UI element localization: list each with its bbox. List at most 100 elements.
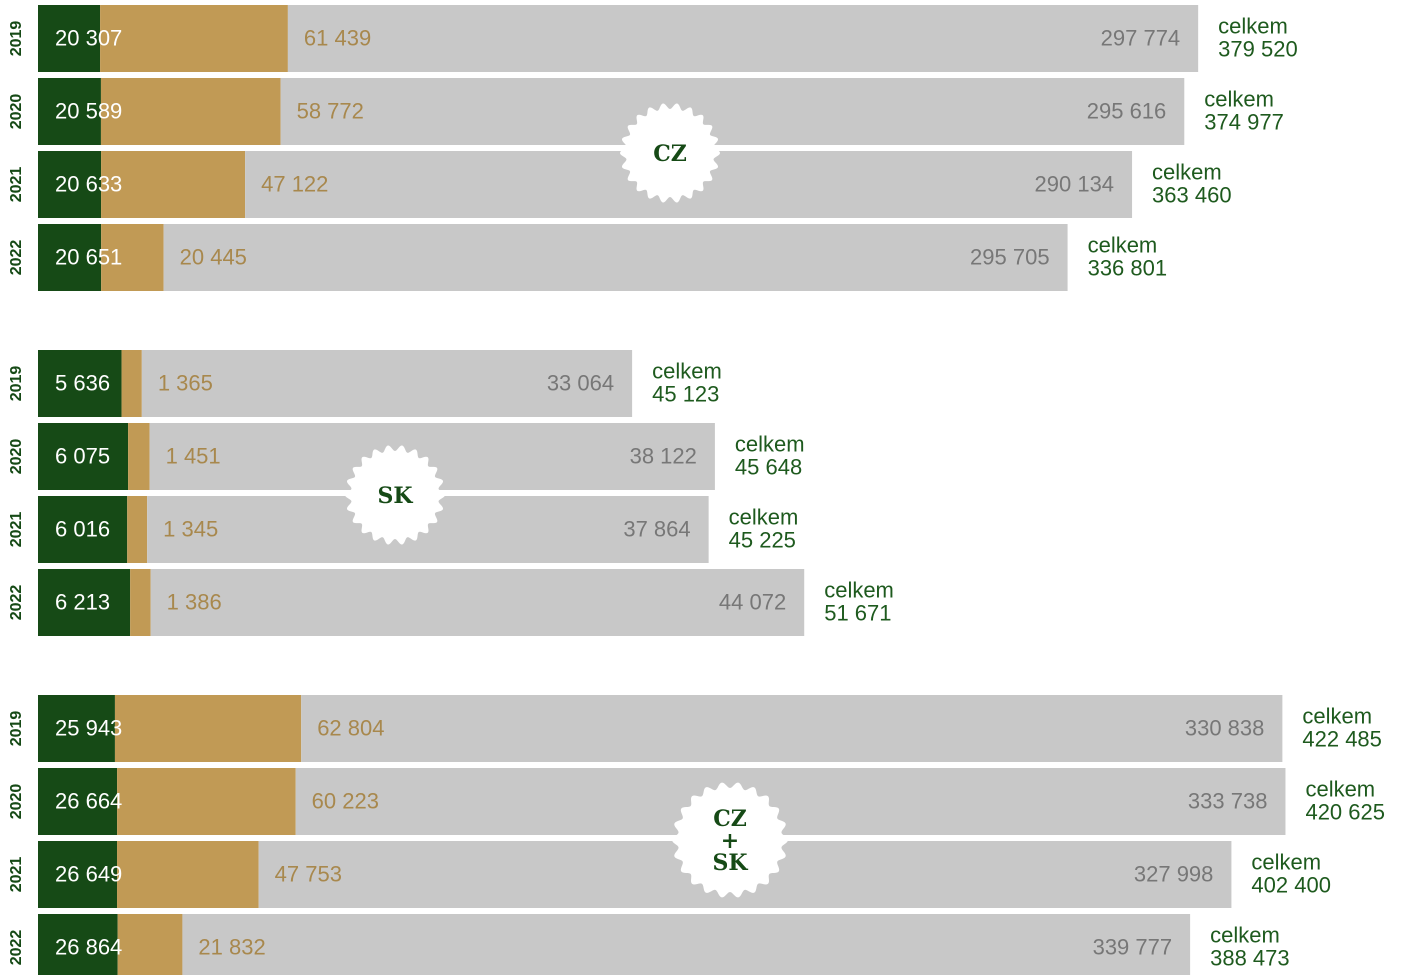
- value-label: 1 386: [167, 589, 222, 614]
- bar-segment: [163, 224, 1068, 291]
- year-label: 2021: [8, 857, 25, 893]
- bar-segment: [114, 695, 302, 762]
- year-label: 2022: [8, 240, 25, 276]
- bar-segment: [117, 914, 183, 975]
- year-label: 2019: [8, 711, 25, 747]
- total-label: 420 625: [1305, 799, 1385, 824]
- value-label: 26 864: [55, 934, 122, 959]
- value-label: 62 804: [317, 715, 384, 740]
- bar-segment: [100, 5, 288, 72]
- bar-segment: [38, 569, 131, 636]
- value-label: 47 122: [261, 171, 328, 196]
- badge-label: CZ: [653, 141, 687, 167]
- total-prefix: celkem: [652, 358, 722, 383]
- badge-label: SK: [377, 483, 413, 509]
- total-prefix: celkem: [1302, 703, 1372, 728]
- total-prefix: celkem: [824, 577, 894, 602]
- total-label: 374 977: [1204, 109, 1284, 134]
- bar-segment: [38, 5, 101, 72]
- year-label: 2022: [8, 930, 25, 966]
- bar-segment: [182, 914, 1191, 975]
- value-label: 339 777: [1093, 934, 1173, 959]
- bar-segment: [117, 841, 259, 908]
- value-label: 38 122: [630, 443, 697, 468]
- bar-segment: [121, 350, 142, 417]
- total-prefix: celkem: [729, 504, 799, 529]
- bar-segment: [141, 350, 633, 417]
- bar-segment: [287, 5, 1199, 72]
- total-prefix: celkem: [1210, 922, 1280, 947]
- year-label: 2021: [8, 167, 25, 203]
- year-label: 2022: [8, 585, 25, 621]
- value-label: 20 633: [55, 171, 122, 196]
- total-label: 336 801: [1088, 255, 1168, 280]
- bar-segment: [100, 78, 281, 145]
- bar-segment: [128, 423, 150, 490]
- badge: [672, 782, 788, 898]
- bar-segment: [295, 768, 1286, 835]
- total-label: 379 520: [1218, 36, 1298, 61]
- value-label: 6 075: [55, 443, 110, 468]
- value-label: 26 664: [55, 788, 122, 813]
- year-label: 2019: [8, 21, 25, 57]
- value-label: 20 307: [55, 25, 122, 50]
- value-label: 295 616: [1087, 98, 1167, 123]
- value-label: 21 832: [198, 934, 265, 959]
- bar-segment: [38, 496, 128, 563]
- total-prefix: celkem: [1088, 232, 1158, 257]
- total-label: 388 473: [1210, 945, 1290, 970]
- value-label: 20 445: [180, 244, 247, 269]
- year-label: 2020: [8, 94, 25, 130]
- value-label: 1 365: [158, 370, 213, 395]
- bar-segment: [38, 78, 101, 145]
- value-label: 1 345: [163, 516, 218, 541]
- value-label: 58 772: [297, 98, 364, 123]
- total-prefix: celkem: [1204, 86, 1274, 111]
- bar-segment: [117, 768, 296, 835]
- bar-segment: [38, 350, 122, 417]
- labels: 2019 20 307 61 439 297 774 celkem 379 520 2020…: [8, 13, 1297, 280]
- total-label: 51 671: [824, 600, 891, 625]
- value-label: 333 738: [1188, 788, 1268, 813]
- bar-segment: [150, 569, 805, 636]
- year-label: 2020: [8, 784, 25, 820]
- bar-segment: [38, 841, 118, 908]
- badge: [345, 445, 445, 545]
- total-label: 45 225: [729, 527, 796, 552]
- bar-segment: [280, 78, 1185, 145]
- value-label: 44 072: [719, 589, 786, 614]
- value-label: 295 705: [970, 244, 1050, 269]
- value-label: 33 064: [547, 370, 614, 395]
- year-label: 2021: [8, 512, 25, 548]
- value-label: 6 213: [55, 589, 110, 614]
- value-label: 47 753: [275, 861, 342, 886]
- bar-segment: [130, 569, 151, 636]
- value-label: 61 439: [304, 25, 371, 50]
- value-label: 60 223: [312, 788, 379, 813]
- total-prefix: celkem: [735, 431, 805, 456]
- value-label: 290 134: [1035, 171, 1115, 196]
- year-label: 2020: [8, 439, 25, 475]
- bar-segment: [38, 695, 115, 762]
- total-prefix: celkem: [1251, 849, 1321, 874]
- bar-segment: [38, 423, 129, 490]
- value-label: 297 774: [1101, 25, 1181, 50]
- year-label: 2019: [8, 366, 25, 402]
- badge-label: +: [721, 828, 739, 854]
- bar-segment: [101, 224, 164, 291]
- total-label: 422 485: [1302, 726, 1382, 751]
- value-label: 1 451: [166, 443, 221, 468]
- total-prefix: celkem: [1305, 776, 1375, 801]
- value-label: 5 636: [55, 370, 110, 395]
- bar-segment: [101, 151, 246, 218]
- value-label: 26 649: [55, 861, 122, 886]
- bar-segment: [301, 695, 1283, 762]
- bar-segment: [38, 224, 102, 291]
- badge: [620, 103, 720, 203]
- total-label: 45 648: [735, 454, 802, 479]
- bar-segment: [38, 914, 118, 975]
- bar-segment: [127, 496, 148, 563]
- bar-segment: [38, 768, 118, 835]
- value-label: 25 943: [55, 715, 122, 740]
